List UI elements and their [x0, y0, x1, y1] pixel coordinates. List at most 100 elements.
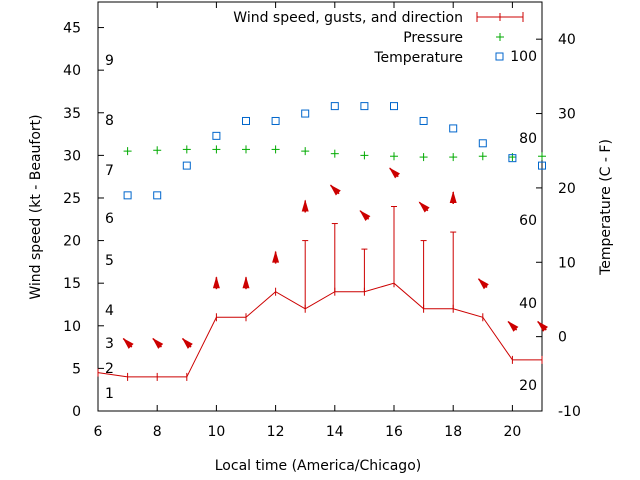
- y-left-tick-label: 0: [72, 404, 81, 420]
- temperature-point: [449, 124, 458, 133]
- beaufort-label: 9: [105, 53, 114, 69]
- temperature-point: [242, 116, 250, 125]
- wind-arrow-head: [272, 250, 280, 263]
- beaufort-labels: 1 2 3 4 5 6 7 8 9: [105, 53, 114, 402]
- wind-arrow: [537, 320, 549, 332]
- y-axis-label-left: Wind speed (kt - Beaufort): [28, 114, 44, 299]
- wind-arrow-head: [122, 337, 134, 349]
- wind-arrow-head: [181, 337, 193, 349]
- pressure-point: [212, 145, 221, 154]
- wind-arrow: [122, 337, 134, 349]
- temperature-point: [153, 191, 162, 200]
- right-axis: -10 0 10 20 30 40: [536, 32, 581, 420]
- temperature-point: [390, 102, 398, 111]
- wind-arrow-head: [301, 199, 309, 212]
- wind-arrow: [477, 278, 489, 290]
- pressure-point: [153, 146, 162, 155]
- wind-arrow: [212, 276, 220, 290]
- y-axis-label-right: Temperature (C - F): [598, 139, 614, 276]
- temperature-series: [123, 102, 546, 200]
- y-right-tick-label: 30: [558, 107, 576, 123]
- x-tick-label: 14: [326, 424, 344, 440]
- temperature-point: [508, 154, 517, 163]
- pressure-series: [123, 145, 546, 162]
- beaufort-label: 1: [105, 386, 114, 402]
- legend: Wind speed, gusts, and direction Pressur…: [233, 10, 524, 66]
- wind-arrow: [301, 199, 309, 213]
- wind-direction-arrows: [122, 167, 549, 349]
- temperature-point: [271, 116, 280, 125]
- pressure-point: [242, 145, 250, 154]
- wind-arrow-head: [449, 190, 457, 203]
- wind-arrow-head: [359, 210, 371, 222]
- legend-marker-pressure: [496, 33, 504, 41]
- pressure-point: [271, 145, 280, 154]
- legend-label-temperature: Temperature: [373, 50, 463, 66]
- bottom-axis: 6 8 10 12 14 16 18 20: [94, 2, 521, 440]
- beaufort-label: 2: [105, 361, 114, 377]
- x-tick-label: 12: [267, 424, 285, 440]
- wind-arrow: [181, 337, 193, 349]
- y-left-tick-label: 30: [63, 148, 81, 164]
- wind-series: [97, 206, 543, 381]
- wind-arrow-head: [152, 337, 164, 349]
- plot-frame: [97, 1, 543, 412]
- x-tick-label: 20: [503, 424, 521, 440]
- pressure-point: [123, 147, 132, 156]
- y-right-tick-label: 20: [558, 181, 576, 197]
- y-left-tick-label: 10: [63, 319, 81, 335]
- y-right-tick-label: 40: [558, 32, 576, 48]
- fahrenheit-label: 60: [519, 213, 537, 229]
- y-left-tick-label: 40: [63, 63, 81, 79]
- fahrenheit-labels: 20 40 60 80 100: [510, 49, 537, 394]
- beaufort-label: 8: [105, 113, 114, 129]
- y-left-tick-label: 5: [72, 361, 81, 377]
- wind-arrow-head: [212, 276, 220, 289]
- wind-arrow: [418, 201, 430, 213]
- beaufort-label: 3: [105, 336, 114, 352]
- temperature-point: [478, 139, 487, 148]
- pressure-point: [390, 152, 398, 161]
- pressure-point: [419, 153, 428, 162]
- x-tick-label: 16: [385, 424, 403, 440]
- beaufort-label: 6: [105, 211, 114, 227]
- fahrenheit-label: 20: [519, 378, 537, 394]
- y-right-tick-label: -10: [558, 404, 581, 420]
- pressure-point: [360, 151, 369, 160]
- x-tick-label: 6: [94, 424, 103, 440]
- temperature-point: [182, 161, 191, 170]
- wind-arrow: [329, 184, 341, 196]
- y-left-tick-label: 45: [63, 21, 81, 37]
- pressure-point: [478, 152, 487, 161]
- temperature-point: [330, 102, 339, 111]
- temperature-point: [360, 102, 369, 111]
- wind-arrow: [242, 276, 250, 290]
- y-left-tick-label: 15: [63, 276, 81, 292]
- wind-arrow-head: [389, 167, 401, 179]
- fahrenheit-label: 80: [519, 131, 537, 147]
- x-tick-label: 8: [153, 424, 162, 440]
- wind-arrow: [507, 320, 519, 332]
- fahrenheit-label: 100: [510, 49, 537, 65]
- y-right-tick-label: 0: [558, 330, 567, 346]
- temperature-point: [419, 116, 428, 125]
- wind-speed-line: [97, 282, 542, 378]
- pressure-point: [330, 149, 339, 158]
- fahrenheit-label: 40: [519, 296, 537, 312]
- pressure-point: [538, 152, 546, 161]
- legend-marker-temperature: [495, 52, 504, 61]
- pressure-point: [449, 153, 458, 162]
- temperature-point: [123, 191, 132, 200]
- wind-arrow: [389, 167, 401, 179]
- wind-arrow: [152, 337, 164, 349]
- wind-arrow: [449, 190, 457, 204]
- beaufort-label: 4: [105, 303, 114, 319]
- temperature-point: [212, 131, 221, 140]
- y-left-tick-label: 20: [63, 234, 81, 250]
- y-left-tick-label: 25: [63, 191, 81, 207]
- y-left-tick-label: 35: [63, 106, 81, 122]
- x-tick-label: 10: [207, 424, 225, 440]
- wind-arrow-head: [537, 320, 549, 332]
